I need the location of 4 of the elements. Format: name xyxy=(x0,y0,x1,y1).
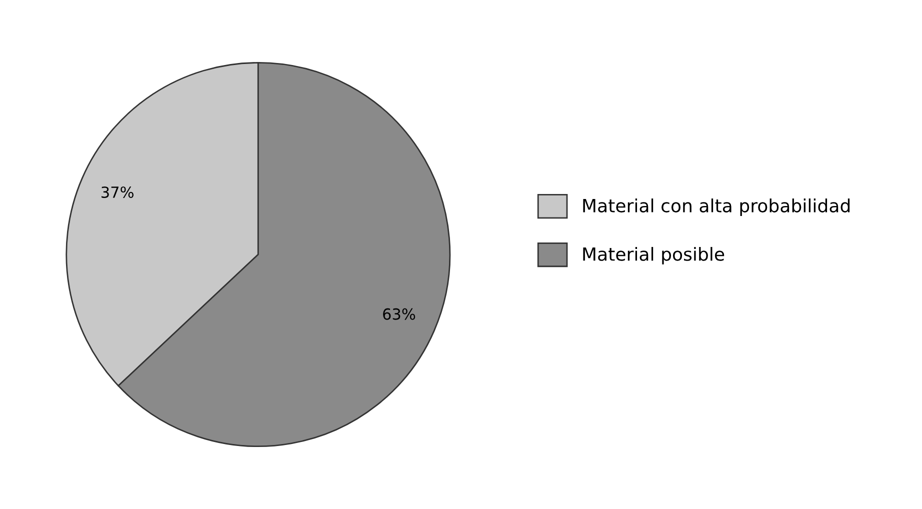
data-label: 63% xyxy=(383,308,416,320)
legend-label: Material posible xyxy=(583,246,724,264)
data-label: 37% xyxy=(102,186,134,198)
legend-label: Material con alta probabilidad xyxy=(583,198,850,216)
